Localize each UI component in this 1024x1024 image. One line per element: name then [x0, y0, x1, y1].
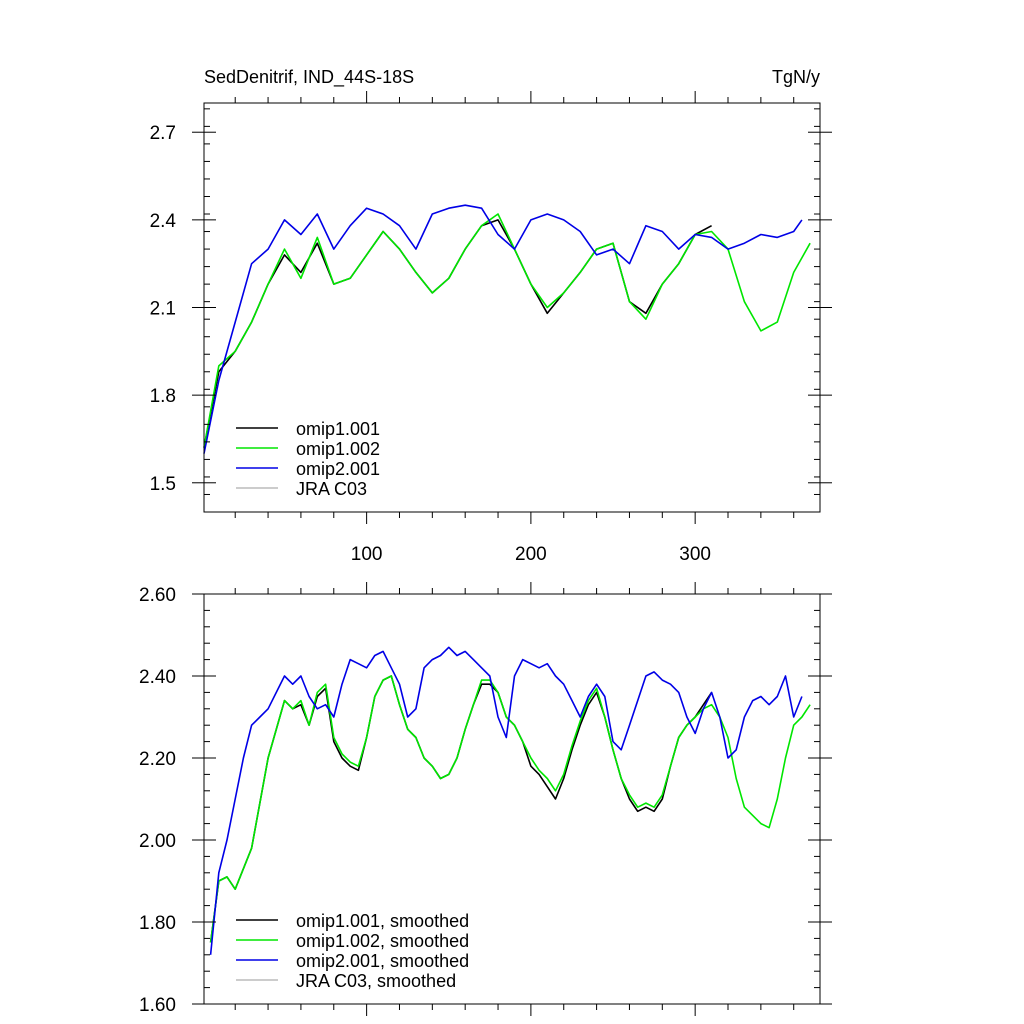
top-series-group: [203, 204, 811, 454]
bottom-legend-label-omip2-001-smoothed: omip2.001, smoothed: [296, 951, 469, 971]
top-xtick-label: 300: [679, 544, 711, 565]
top-ytick-label: 2.1: [150, 299, 176, 320]
bottom-series-group: [209, 646, 811, 955]
bottom-series-line-omip2-001-smoothed: [209, 646, 803, 955]
top-panel: SedDenitrif, IND_44S-18S TgN/y 1.5 1.8 2.1…: [150, 67, 832, 565]
top-legend-label-omip1-001: omip1.001: [296, 419, 380, 439]
bottom-ytick-label: 2.60: [139, 585, 176, 606]
bottom-ytick-label: 1.80: [139, 913, 176, 934]
top-xtick-label: 100: [351, 544, 383, 565]
bottom-panel: 1.60 1.80 2.00 2.20 2.40 2.60 omip1.001, smoo…: [139, 582, 832, 1016]
top-legend-label-omip1-002: omip1.002: [296, 439, 380, 459]
bottom-legend-label-jra-c03-smoothed: JRA C03, smoothed: [296, 971, 456, 991]
top-panel-title: SedDenitrif, IND_44S-18S: [204, 67, 414, 88]
bottom-legend-label-omip1-002-smoothed: omip1.002, smoothed: [296, 931, 469, 951]
top-tick-group: 1.5 1.8 2.1 2.4 2.7 100 200 300: [150, 91, 832, 565]
top-legend-label-jra-c03: JRA C03: [296, 479, 367, 499]
bottom-plot-frame: [203, 593, 821, 1005]
top-series-line-omip1-002: [203, 213, 811, 448]
bottom-legend-label-omip1-001-smoothed: omip1.001, smoothed: [296, 911, 469, 931]
top-ytick-label: 1.5: [150, 474, 176, 495]
bottom-tick-group: 1.60 1.80 2.00 2.20 2.40 2.60: [139, 582, 832, 1016]
top-xtick-label: 200: [515, 544, 547, 565]
bottom-ytick-label: 2.00: [139, 831, 176, 852]
bottom-ytick-label: 2.20: [139, 749, 176, 770]
bottom-ytick-label: 2.40: [139, 667, 176, 688]
bottom-ytick-label: 1.60: [139, 995, 176, 1016]
top-legend-label-omip2-001: omip2.001: [296, 459, 380, 479]
top-panel-units: TgN/y: [772, 67, 820, 87]
bottom-series-line-omip1-002-smoothed: [209, 675, 811, 943]
top-ytick-label: 1.8: [150, 386, 176, 407]
top-ytick-label: 2.7: [150, 123, 176, 144]
top-ytick-label: 2.4: [150, 211, 177, 232]
top-series-line-omip2-001: [203, 204, 803, 454]
